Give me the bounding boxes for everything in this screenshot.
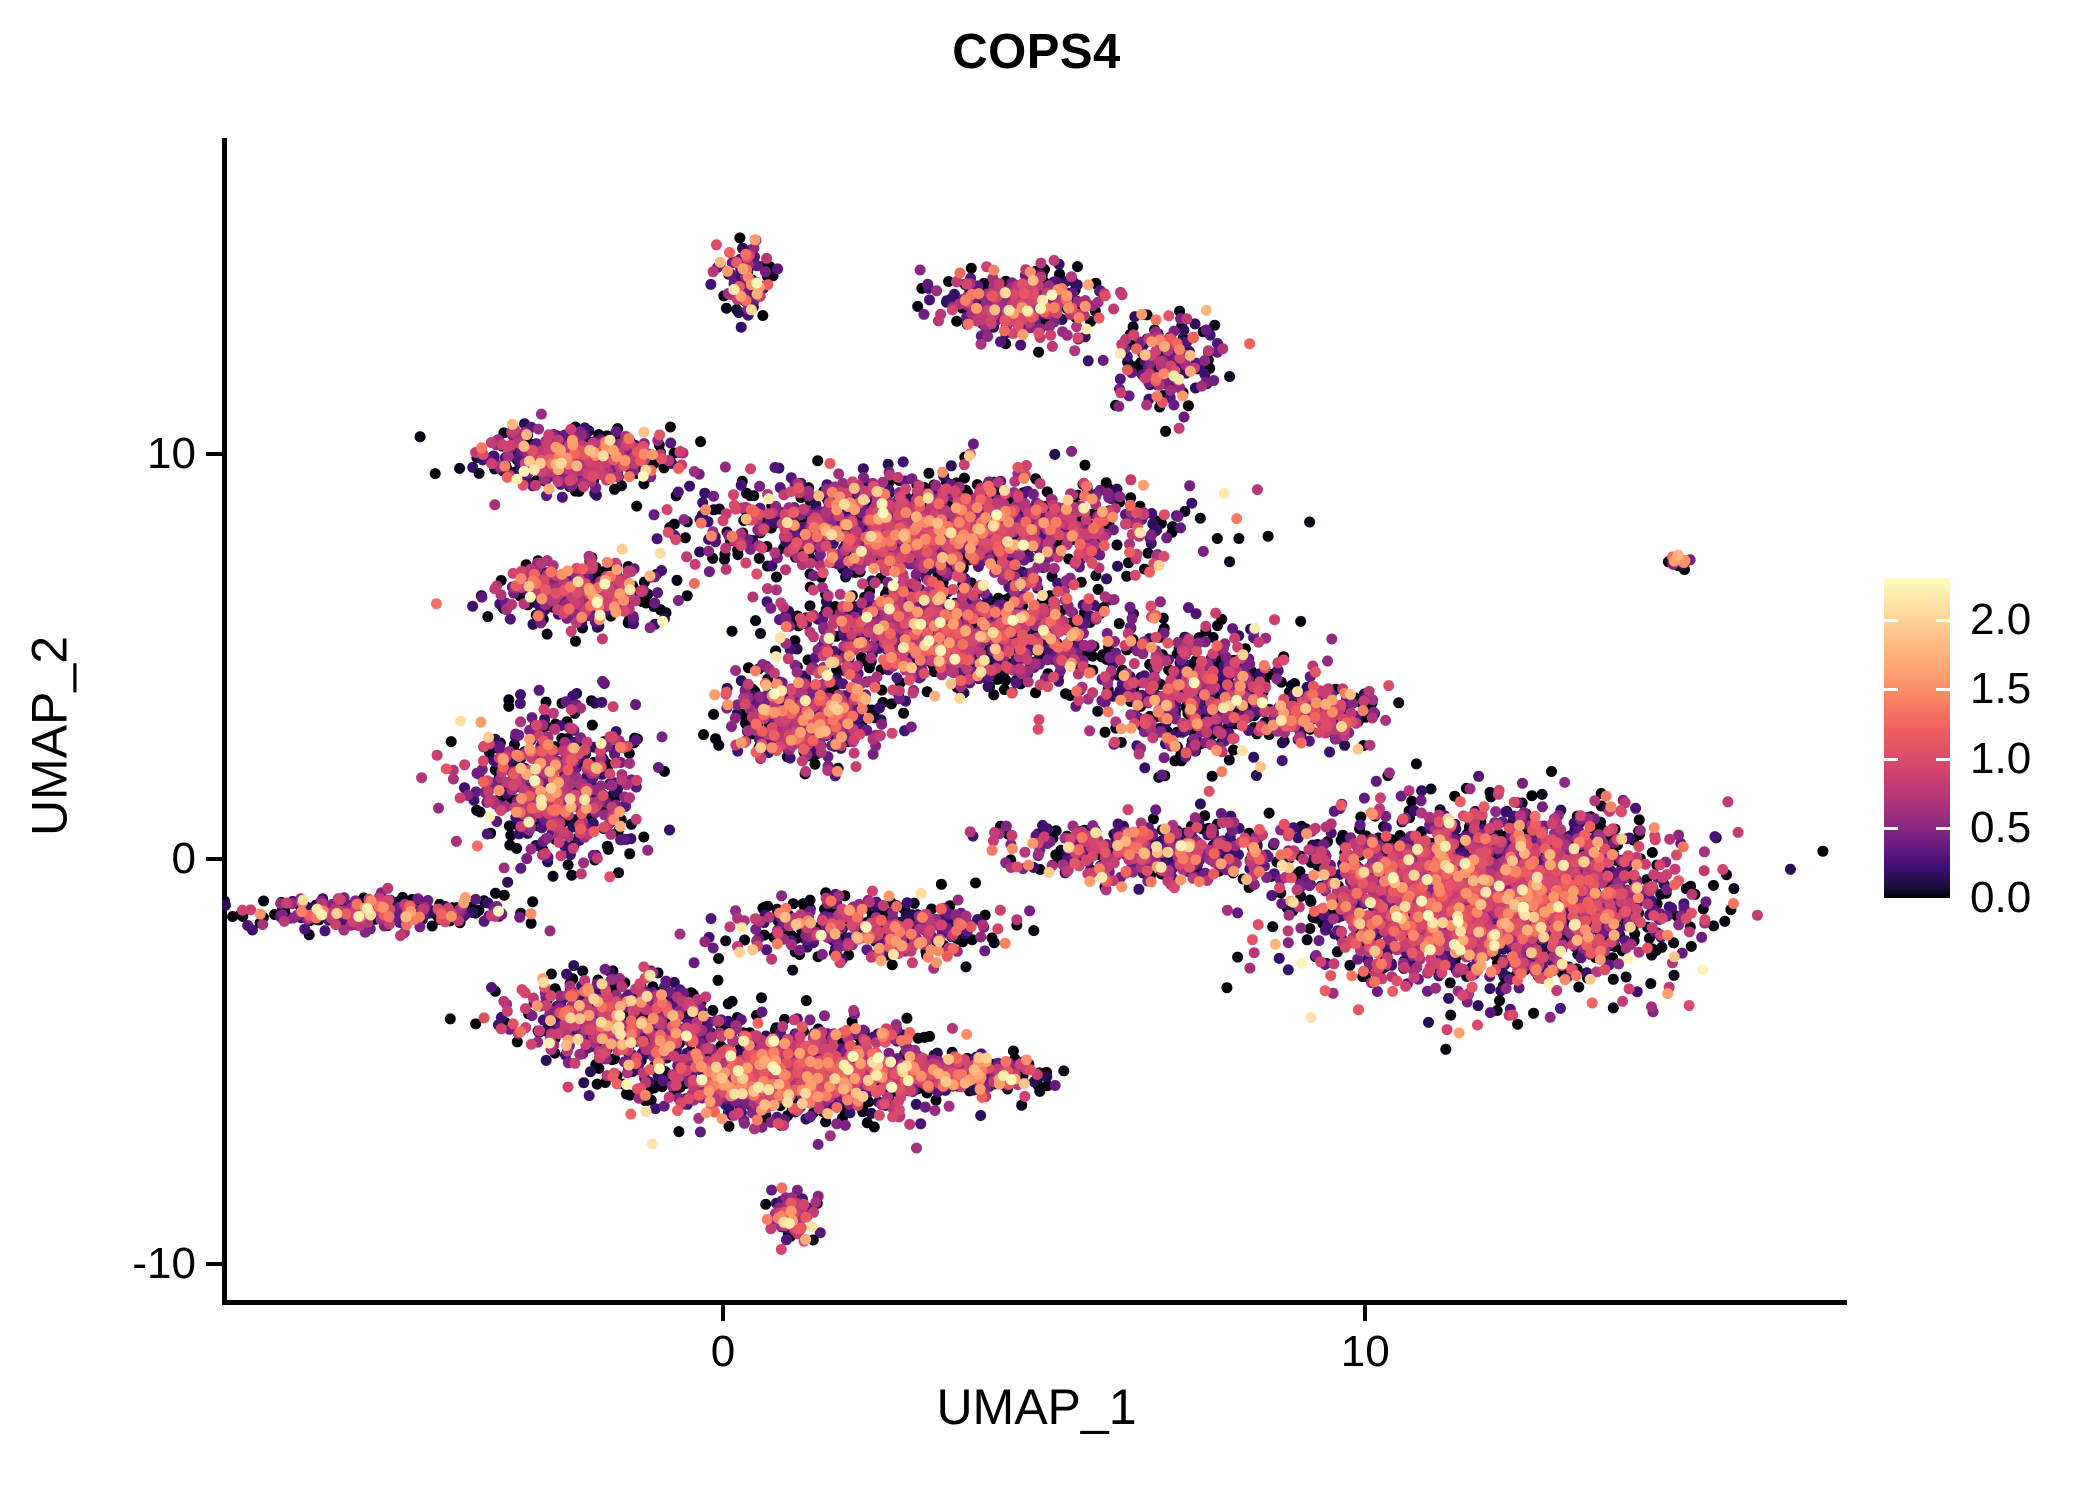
- x-tick-mark: [720, 1305, 725, 1321]
- colorbar-tick-mark: [1884, 827, 1898, 831]
- y-tick-mark: [206, 1262, 222, 1267]
- y-tick-label: 0: [171, 834, 196, 884]
- x-axis-line: [222, 1300, 1847, 1305]
- y-axis-line: [222, 138, 227, 1305]
- x-axis-title: UMAP_1: [936, 1379, 1137, 1435]
- y-tick-label: 10: [147, 429, 196, 479]
- y-tick-mark: [206, 452, 222, 457]
- colorbar-tick-mark: [1936, 827, 1950, 831]
- colorbar-tick-label: 1.5: [1970, 664, 2032, 714]
- colorbar-tick-label: 0.5: [1970, 803, 2032, 853]
- colorbar-tick-label: 2.0: [1970, 594, 2032, 644]
- y-axis-title: UMAP_2: [21, 635, 78, 837]
- colorbar-tick-mark: [1884, 618, 1898, 622]
- colorbar-tick-mark: [1884, 757, 1898, 761]
- scatter-points-layer: [222, 138, 1847, 1305]
- y-tick-label: -10: [132, 1239, 196, 1289]
- x-tick-label: 0: [710, 1327, 736, 1376]
- scatter-points-svg: [222, 232, 1829, 1255]
- colorbar-tick-label: 0.0: [1970, 873, 2032, 922]
- page-title: COPS4: [952, 25, 1121, 79]
- colorbar-tick-mark: [1936, 618, 1950, 622]
- colorbar-tick-mark: [1936, 757, 1950, 761]
- x-tick-mark: [1363, 1305, 1368, 1321]
- colorbar-legend: 0.0 0.5 1.0 1.5 2.0: [1884, 578, 2084, 920]
- y-tick-mark: [206, 857, 222, 862]
- colorbar-tick-label: 1.0: [1970, 733, 2032, 783]
- x-tick-label: 10: [1340, 1327, 1390, 1376]
- colorbar-gradient: [1884, 578, 1950, 898]
- colorbar-tick-mark: [1936, 688, 1950, 692]
- colorbar-tick-mark: [1884, 688, 1898, 692]
